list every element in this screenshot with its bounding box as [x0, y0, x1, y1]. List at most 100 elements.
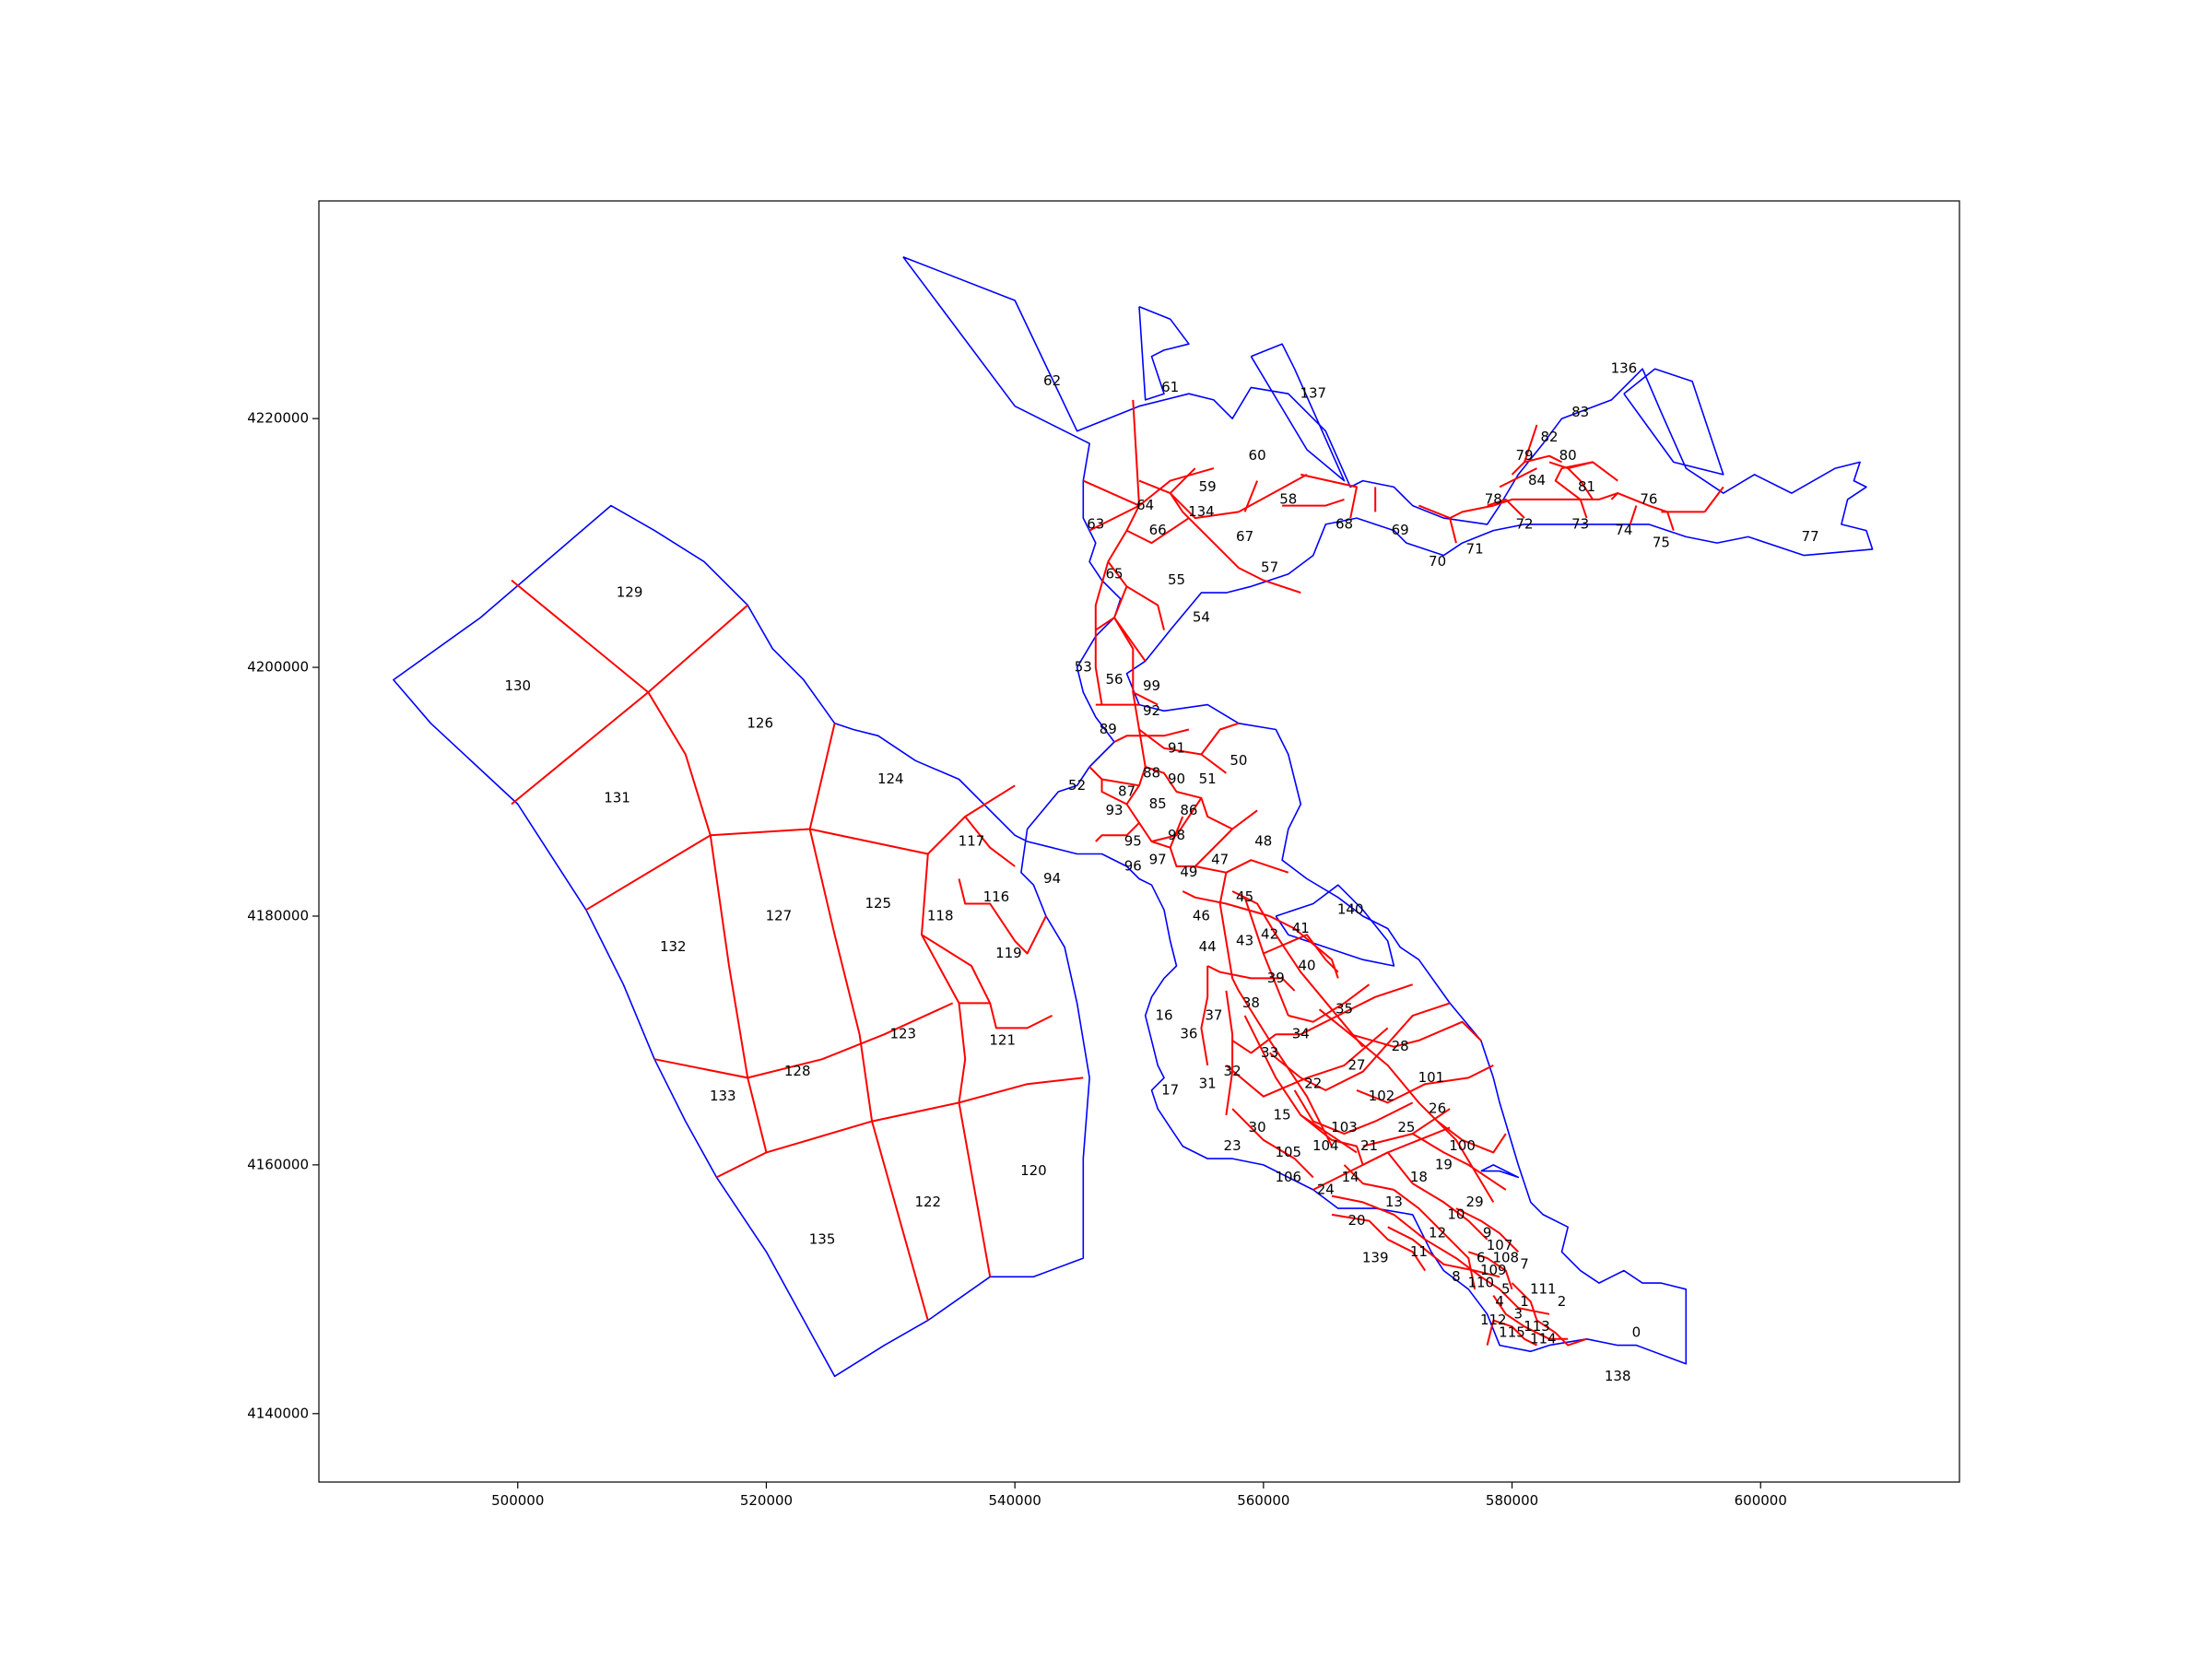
region-label-17: 17 [1161, 1081, 1179, 1098]
region-label-128: 128 [784, 1063, 811, 1079]
region-label-34: 34 [1292, 1026, 1310, 1042]
outer-boundary-0 [393, 255, 1874, 1378]
region-label-49: 49 [1180, 864, 1197, 880]
region-label-124: 124 [877, 771, 904, 787]
outer-boundary-5 [1275, 884, 1395, 967]
region-label-24: 24 [1317, 1181, 1335, 1197]
region-label-97: 97 [1149, 852, 1167, 868]
internal-boundary-23 [1094, 561, 1110, 705]
internal-boundary-92 [1580, 492, 1618, 500]
region-label-138: 138 [1605, 1368, 1631, 1384]
region-label-121: 121 [989, 1031, 1016, 1048]
region-label-106: 106 [1275, 1169, 1301, 1185]
region-label-94: 94 [1043, 870, 1061, 887]
region-label-41: 41 [1292, 920, 1310, 936]
region-label-110: 110 [1467, 1275, 1494, 1291]
internal-boundary-71 [1467, 1251, 1513, 1290]
region-label-44: 44 [1199, 938, 1217, 955]
region-label-6: 6 [1477, 1250, 1486, 1266]
region-label-112: 112 [1480, 1312, 1507, 1328]
internal-boundary-53 [1268, 1002, 1451, 1091]
region-label-50: 50 [1230, 752, 1247, 769]
region-label-39: 39 [1267, 970, 1285, 986]
region-label-135: 135 [809, 1230, 836, 1247]
internal-boundary-39 [1182, 890, 1270, 917]
region-label-133: 133 [710, 1088, 736, 1104]
region-label-119: 119 [995, 945, 1022, 961]
internal-boundary-50 [1231, 1033, 1277, 1054]
region-label-136: 136 [1611, 360, 1638, 377]
internal-boundary-6 [747, 1077, 1084, 1154]
internal-boundary-44 [1269, 915, 1339, 979]
region-label-42: 42 [1261, 926, 1278, 943]
internal-boundary-38 [1194, 859, 1289, 874]
region-label-71: 71 [1466, 540, 1484, 557]
internal-boundary-37 [1169, 809, 1258, 867]
internal-boundary-75 [1492, 1319, 1537, 1347]
x-axis-ticks: 500000 520000 540000 560000 580000 600000 [491, 1482, 1787, 1509]
region-label-69: 69 [1392, 522, 1409, 538]
region-label-62: 62 [1043, 372, 1061, 389]
internal-boundary-18 [1169, 474, 1308, 520]
internal-boundary-84 [1449, 517, 1457, 544]
internal-boundary-65 [1436, 1120, 1507, 1154]
region-label-137: 137 [1300, 385, 1326, 402]
internal-boundary-79 [1243, 480, 1259, 512]
region-label-75: 75 [1653, 535, 1670, 551]
internal-boundary-10 [921, 934, 992, 1004]
internal-boundary-98 [1703, 486, 1724, 512]
internal-boundary-91 [1567, 467, 1594, 500]
region-label-22: 22 [1304, 1076, 1322, 1092]
internal-boundary-48 [1200, 966, 1209, 1066]
region-label-30: 30 [1249, 1119, 1266, 1135]
region-label-85: 85 [1149, 795, 1167, 812]
region-label-15: 15 [1274, 1106, 1291, 1123]
region-label-82: 82 [1540, 429, 1558, 445]
region-label-38: 38 [1242, 994, 1260, 1011]
axes-frame [318, 200, 1960, 1483]
region-label-105: 105 [1275, 1144, 1301, 1160]
region-label-103: 103 [1331, 1119, 1358, 1135]
internal-boundary-93 [1579, 499, 1588, 519]
internal-boundary-52 [1225, 1027, 1389, 1098]
x-tick-label-2: 540000 [989, 1492, 1041, 1509]
region-label-33: 33 [1261, 1044, 1278, 1061]
internal-boundary-26 [1113, 617, 1159, 706]
region-label-19: 19 [1435, 1156, 1453, 1172]
region-label-9: 9 [1483, 1225, 1492, 1241]
region-label-127: 127 [766, 908, 793, 924]
region-label-4: 4 [1495, 1293, 1504, 1310]
internal-boundary-21 [1126, 517, 1190, 545]
region-label-130: 130 [504, 677, 531, 694]
region-label-90: 90 [1168, 771, 1185, 787]
region-label-80: 80 [1559, 447, 1577, 464]
internal-boundary-7 [716, 1151, 767, 1179]
outer-boundary-3 [1623, 368, 1724, 476]
y-tick-label-4: 4220000 [247, 410, 309, 427]
region-label-63: 63 [1087, 515, 1104, 532]
x-tick-label-1: 520000 [740, 1492, 793, 1509]
region-label-139: 139 [1362, 1250, 1389, 1266]
internal-boundary-8 [858, 1034, 929, 1321]
region-label-68: 68 [1335, 515, 1353, 532]
internal-boundary-89 [1524, 424, 1538, 463]
internal-boundary-29 [1113, 728, 1190, 743]
region-label-10: 10 [1447, 1206, 1465, 1222]
region-label-116: 116 [983, 888, 1010, 905]
region-label-120: 120 [1020, 1162, 1047, 1179]
region-label-125: 125 [865, 895, 891, 912]
internal-boundary-13 [964, 816, 1016, 867]
internal-boundary-74 [1511, 1282, 1557, 1334]
region-label-118: 118 [927, 908, 954, 924]
internal-boundary-22 [1107, 560, 1165, 630]
region-label-3: 3 [1514, 1305, 1524, 1322]
internal-boundary-32 [1088, 766, 1147, 787]
x-tick-label-0: 500000 [491, 1492, 544, 1509]
region-label-20: 20 [1347, 1212, 1365, 1229]
region-label-102: 102 [1369, 1088, 1395, 1104]
internal-boundary-3 [809, 784, 1016, 855]
internal-boundary-47 [1276, 983, 1414, 1036]
region-label-65: 65 [1105, 565, 1123, 582]
region-label-21: 21 [1360, 1137, 1378, 1154]
